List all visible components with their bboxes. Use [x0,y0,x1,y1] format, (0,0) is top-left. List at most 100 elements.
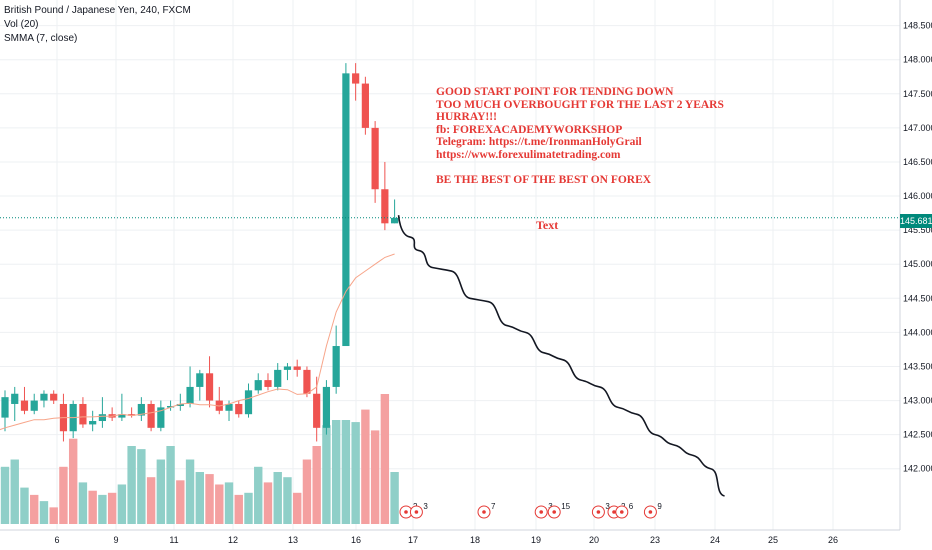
volume-bar [39,501,49,524]
text-annotation[interactable]: Text [536,218,559,232]
volume-bar [156,459,166,524]
smma-line [0,253,395,431]
candle-body [30,400,38,411]
volume-bar [322,425,331,524]
event-marker-dot [539,510,543,514]
event-marker-dot [620,510,624,514]
y-tick-label: 144.000 [903,327,932,337]
event-marker-dot [596,510,601,514]
x-tick-label: 19 [531,535,541,545]
candle-body [186,386,194,404]
volume-bar [205,474,214,524]
y-tick-label: 147.500 [903,89,932,99]
y-tick-label: 142.500 [903,430,932,440]
candle-body [371,127,379,190]
event-marker-dot [648,510,653,514]
x-tick-label: 20 [589,535,599,545]
annotation-line: Telegram: https://t.me/IronmanHolyGrail [436,136,642,149]
event-marker-dot [482,510,486,514]
volume-bar [137,449,146,524]
volume-bar [302,459,312,524]
event-count-label: 9 [657,502,662,511]
x-tick-label: 6 [54,535,59,545]
candle-body [283,366,292,370]
event-count-label: 3 [605,502,610,511]
y-tick-label: 145.500 [903,225,932,235]
y-tick-label: 143.500 [903,361,932,371]
annotation-line: https://www.forexulimatetrading.com [436,148,621,161]
candle-body [274,369,282,387]
candle-body [254,380,262,391]
volume-bar [312,446,321,524]
y-tick-label: 142.000 [903,464,932,474]
x-tick-label: 11 [169,535,178,545]
candle-body [293,366,301,370]
volume-bar [117,484,127,524]
event-marker-dot [552,510,556,514]
current-price-tag: 145.681 [900,214,932,228]
symbol-label[interactable]: British Pound / Japanese Yen, 240, FXCM [4,5,191,16]
volume-bar [195,472,204,524]
annotation-line: HURRAY!!! [436,111,497,124]
price-axis-panel [900,0,932,550]
candle-body [352,73,360,84]
candle-body [313,393,321,428]
smma-indicator-label[interactable]: SMMA (7, close) [4,33,78,44]
volume-indicator-label[interactable]: Vol (20) [4,19,39,30]
volume-bar [59,466,68,524]
candle-body [157,407,165,428]
candle-body [322,386,331,428]
candle-body [89,421,97,425]
projection-curve [397,215,725,497]
candle-body [176,403,184,407]
volume-bar [390,472,399,524]
chart-annotation[interactable]: GOOD START POINT FOR TENDING DOWN TOO MU… [436,86,724,186]
y-tick-label: 147.000 [903,123,932,133]
volume-bar [166,446,175,524]
volume-bar [215,484,224,524]
event-marker-dot [404,510,408,514]
chart-legend: British Pound / Japanese Yen, 240, FXCM … [4,4,191,46]
volume-bar [254,466,263,524]
x-tick-label: 9 [113,535,118,545]
candle-body [264,380,272,387]
event-count-label: 3 [548,502,553,511]
volume-bar [146,477,156,524]
annotation-line: GOOD START POINT FOR TENDING DOWN [436,86,674,98]
y-tick-label: 144.500 [903,293,932,303]
y-tick-label: 145.000 [903,259,932,269]
volume-bar [273,472,282,524]
candle-body [128,414,136,416]
candle-body [244,390,253,415]
candle-body [166,406,175,408]
candle-body [391,217,399,224]
volume-bar [331,420,341,524]
event-count-label: 6 [629,502,634,511]
candle-body [235,403,243,415]
volume-bar [224,482,234,524]
event-count-label: 3 [423,502,428,511]
time-axis-panel [0,530,932,550]
event-marker-dot [414,510,419,514]
y-tick-label: 143.000 [903,396,932,406]
volume-bar [283,477,292,524]
volume-bar [30,494,39,524]
candle-body [361,83,369,128]
x-tick-label: 12 [228,535,238,545]
candle-body [98,414,106,422]
candle-body [342,73,350,347]
x-tick-label: 16 [351,535,361,545]
volume-bar [127,446,136,524]
event-marker-dot [612,510,616,514]
x-tick-label: 24 [710,535,720,545]
volume-bar [351,422,360,524]
volume-bar [370,430,380,524]
volume-bar [68,438,78,524]
volume-bar [244,492,253,524]
y-tick-label: 148.500 [903,21,932,31]
y-tick-label: 146.500 [903,157,932,167]
candle-body [79,403,87,425]
volume-bar [20,487,29,524]
x-tick-label: 18 [470,535,480,545]
